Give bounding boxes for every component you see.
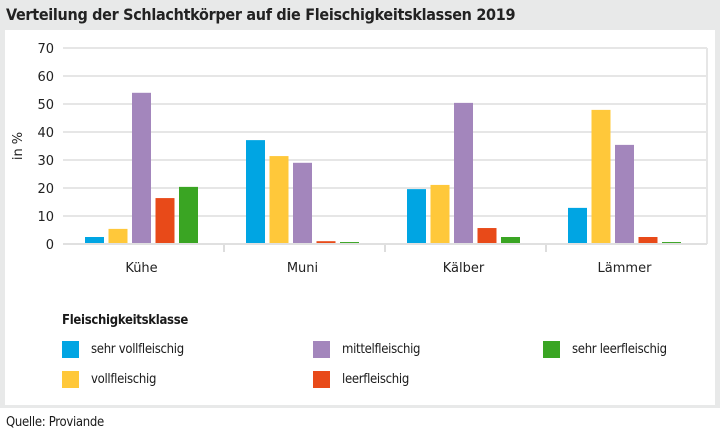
y-tick-label: 50 <box>37 98 54 113</box>
legend-item: sehr leerfleischig <box>543 341 667 358</box>
bar-leerfleischig-Kühe <box>155 198 175 244</box>
bar-mittelfleischig-Muni <box>293 162 312 244</box>
y-tick-label: 30 <box>37 154 54 169</box>
bar-vollfleischig-Kälber <box>430 184 450 244</box>
legend-label: sehr vollfleischig <box>91 342 184 357</box>
y-axis-label: in % <box>11 132 26 160</box>
bar-leerfleischig-Lämmer <box>638 237 658 244</box>
bar-sehr-vollfleischig-Lämmer <box>568 207 587 244</box>
bar-vollfleischig-Lämmer <box>591 109 611 244</box>
bar-mittelfleischig-Kühe <box>132 92 151 244</box>
legend-item: sehr vollfleischig <box>62 341 184 358</box>
legend-item: vollfleischig <box>62 371 156 388</box>
y-tick-label: 20 <box>37 182 54 197</box>
bar-leerfleischig-Muni <box>316 241 336 244</box>
x-tick-label: Kälber <box>443 261 485 276</box>
y-tick-label: 40 <box>37 126 54 141</box>
y-tick-label: 60 <box>37 70 54 85</box>
bar-vollfleischig-Kühe <box>108 228 128 244</box>
bar-chart: 0 10 20 30 40 50 60 70 in % Kühe Muni Kälber Lämmer <box>11 42 708 276</box>
bar-mittelfleischig-Kälber <box>454 102 473 244</box>
legend-swatch <box>313 341 330 358</box>
bar-vollfleischig-Muni <box>269 156 289 244</box>
legend-swatch <box>62 371 79 388</box>
legend-swatch <box>543 341 560 358</box>
x-tick-label: Lämmer <box>598 261 653 276</box>
chart-title: Verteilung der Schlachtkörper auf die Fl… <box>6 5 516 24</box>
bar-sehr-leerfleischig-Kälber <box>501 237 520 244</box>
bar-sehr-vollfleischig-Kühe <box>85 237 104 244</box>
bar-leerfleischig-Kälber <box>477 228 497 244</box>
legend-item: leerfleischig <box>313 371 409 388</box>
legend-label: sehr leerfleischig <box>572 342 667 357</box>
source-note: Quelle: Proviande <box>6 415 104 430</box>
bar-sehr-vollfleischig-Muni <box>246 140 265 244</box>
legend-swatch <box>62 341 79 358</box>
y-tick-label: 0 <box>46 238 54 253</box>
x-tick-label: Kühe <box>125 261 157 276</box>
legend-label: vollfleischig <box>91 372 157 387</box>
legend-label: mittelfleischig <box>342 342 421 357</box>
bar-sehr-leerfleischig-Kühe <box>179 186 198 244</box>
legend-swatch <box>313 371 330 388</box>
legend-label: leerfleischig <box>342 372 409 387</box>
y-tick-label: 10 <box>37 210 54 225</box>
y-tick-label: 70 <box>37 42 54 57</box>
bar-sehr-vollfleischig-Kälber <box>407 189 426 244</box>
x-tick-label: Muni <box>287 261 318 276</box>
legend-item: mittelfleischig <box>313 341 420 358</box>
bar-mittelfleischig-Lämmer <box>615 144 634 244</box>
legend-title: Fleischigkeitsklasse <box>62 313 188 328</box>
